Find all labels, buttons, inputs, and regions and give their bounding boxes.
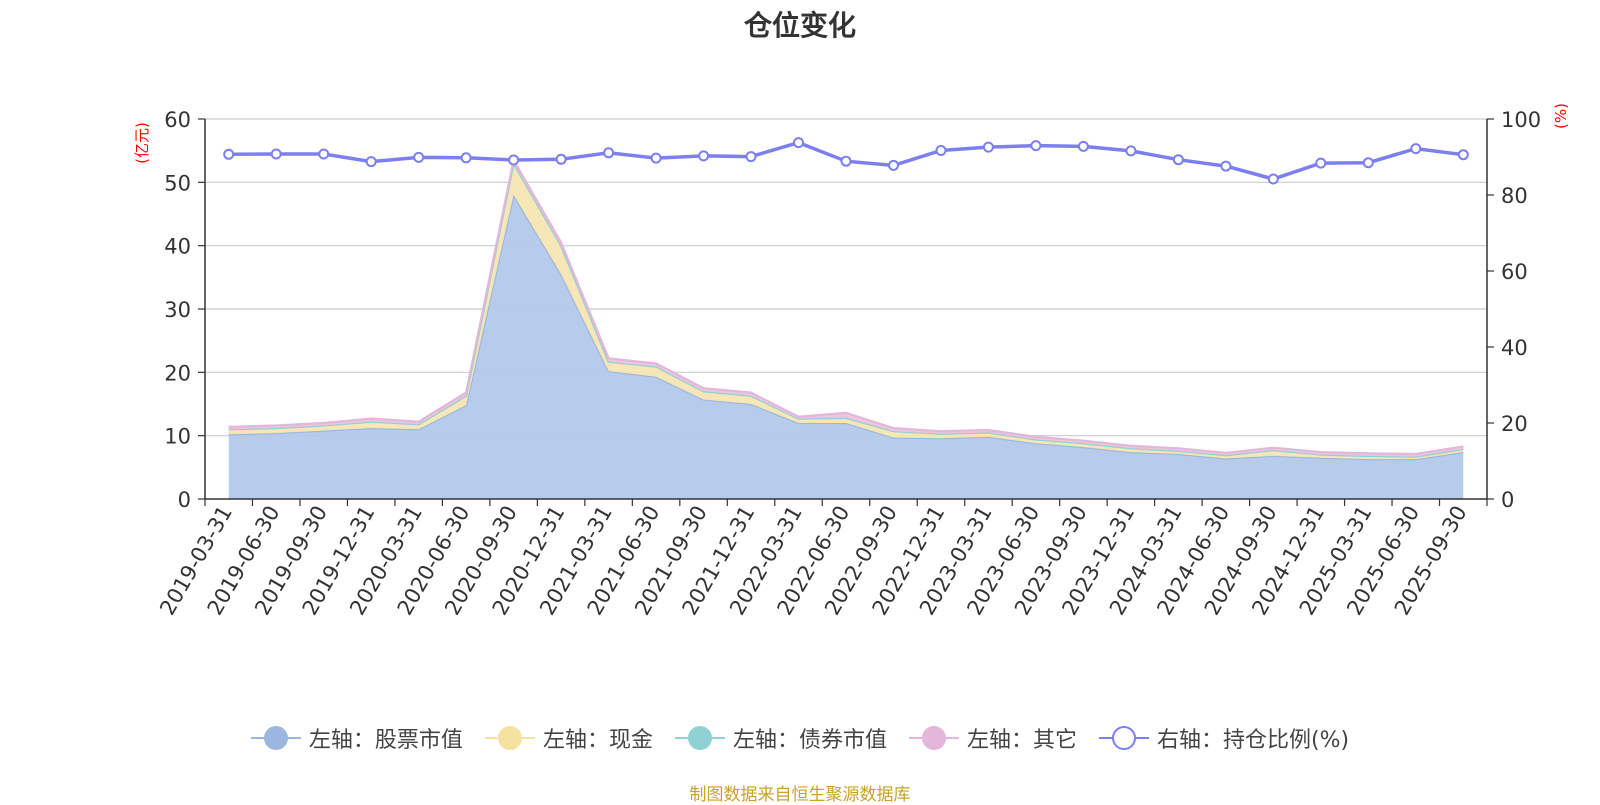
ratio-point[interactable]: [1172, 154, 1184, 166]
right-axis-unit: (%): [1552, 103, 1570, 129]
left-axis-tick-label: 30: [164, 298, 191, 322]
right-axis-tick-label: 20: [1501, 412, 1528, 436]
ratio-point[interactable]: [413, 151, 425, 163]
right-axis-tick-label: 40: [1501, 336, 1528, 360]
ratio-line: [223, 137, 1469, 185]
ratio-point[interactable]: [840, 155, 852, 167]
ratio-point[interactable]: [982, 141, 994, 153]
ratio-point[interactable]: [793, 137, 804, 149]
right-axis-tick-label: 100: [1501, 108, 1541, 132]
legend-item[interactable]: 左轴：股票市值: [250, 722, 463, 754]
ratio-point[interactable]: [460, 152, 472, 164]
legend-swatch-dot: [263, 726, 288, 750]
left-axis-tick-label: 0: [178, 488, 191, 512]
left-axis-tick-label: 60: [164, 108, 191, 132]
source-note: 制图数据来自恒生聚源数据库: [689, 785, 911, 805]
legend-swatch-dot: [1111, 726, 1136, 750]
ratio-point[interactable]: [270, 148, 282, 160]
area-左轴：股票市值: [228, 195, 1464, 499]
legend-swatch-dot: [497, 726, 522, 750]
legend-item[interactable]: 左轴：其它: [908, 722, 1077, 754]
legend-swatch: [484, 726, 535, 750]
left-axis-tick-label: 20: [164, 361, 191, 385]
ratio-point[interactable]: [1267, 173, 1279, 185]
stacked-areas: [228, 157, 1464, 499]
legend-item[interactable]: 左轴：现金: [484, 722, 653, 754]
axes: 01020304050600204060801002019-03-312019-…: [155, 108, 1541, 619]
legend-item[interactable]: 右轴：持仓比例(%): [1098, 722, 1350, 754]
left-axis-tick-label: 10: [164, 425, 191, 449]
legend-swatch-dot: [687, 726, 712, 750]
legend-swatch-dot: [921, 726, 946, 750]
legend-label: 左轴：债券市值: [732, 728, 887, 753]
ratio-point[interactable]: [888, 159, 899, 171]
legend-label: 左轴：现金: [542, 728, 653, 753]
ratio-point[interactable]: [555, 153, 567, 165]
ratio-point[interactable]: [745, 151, 757, 163]
legend-swatch: [674, 726, 725, 750]
ratio-point[interactable]: [1362, 157, 1374, 169]
ratio-point[interactable]: [1315, 157, 1327, 169]
ratio-point[interactable]: [1077, 140, 1089, 152]
ratio-point[interactable]: [508, 154, 520, 166]
ratio-point[interactable]: [365, 156, 377, 168]
chart-title: 仓位变化: [743, 9, 856, 42]
area-edge: [228, 157, 1464, 456]
ratio-point[interactable]: [1457, 149, 1469, 161]
ratio-point[interactable]: [935, 145, 947, 156]
right-axis-tick-label: 0: [1501, 488, 1514, 512]
right-axis-tick-label: 80: [1501, 184, 1528, 208]
left-axis-tick-label: 50: [164, 171, 191, 195]
legend-label: 右轴：持仓比例(%): [1156, 728, 1350, 753]
ratio-point[interactable]: [1220, 160, 1232, 172]
legend: 左轴：股票市值 左轴：现金 左轴：债券市值 左轴：其它 右轴：持仓比例(%): [0, 722, 1600, 754]
legend-swatch: [908, 726, 959, 750]
left-axis-tick-label: 40: [164, 235, 191, 259]
ratio-point[interactable]: [318, 148, 330, 160]
legend-swatch: [1098, 726, 1149, 750]
legend-label: 左轴：股票市值: [308, 728, 463, 753]
legend-label: 左轴：其它: [966, 728, 1077, 753]
ratio-point[interactable]: [1125, 145, 1137, 157]
right-axis-tick-label: 60: [1501, 260, 1528, 284]
ratio-point[interactable]: [1030, 140, 1042, 152]
ratio-point[interactable]: [223, 148, 235, 160]
legend-swatch: [250, 726, 301, 750]
legend-item[interactable]: 左轴：债券市值: [674, 722, 887, 754]
ratio-point[interactable]: [1410, 143, 1422, 155]
ratio-point[interactable]: [603, 147, 615, 159]
ratio-point[interactable]: [698, 150, 710, 162]
ratio-point[interactable]: [650, 152, 662, 164]
left-axis-unit: (亿元): [133, 122, 151, 164]
